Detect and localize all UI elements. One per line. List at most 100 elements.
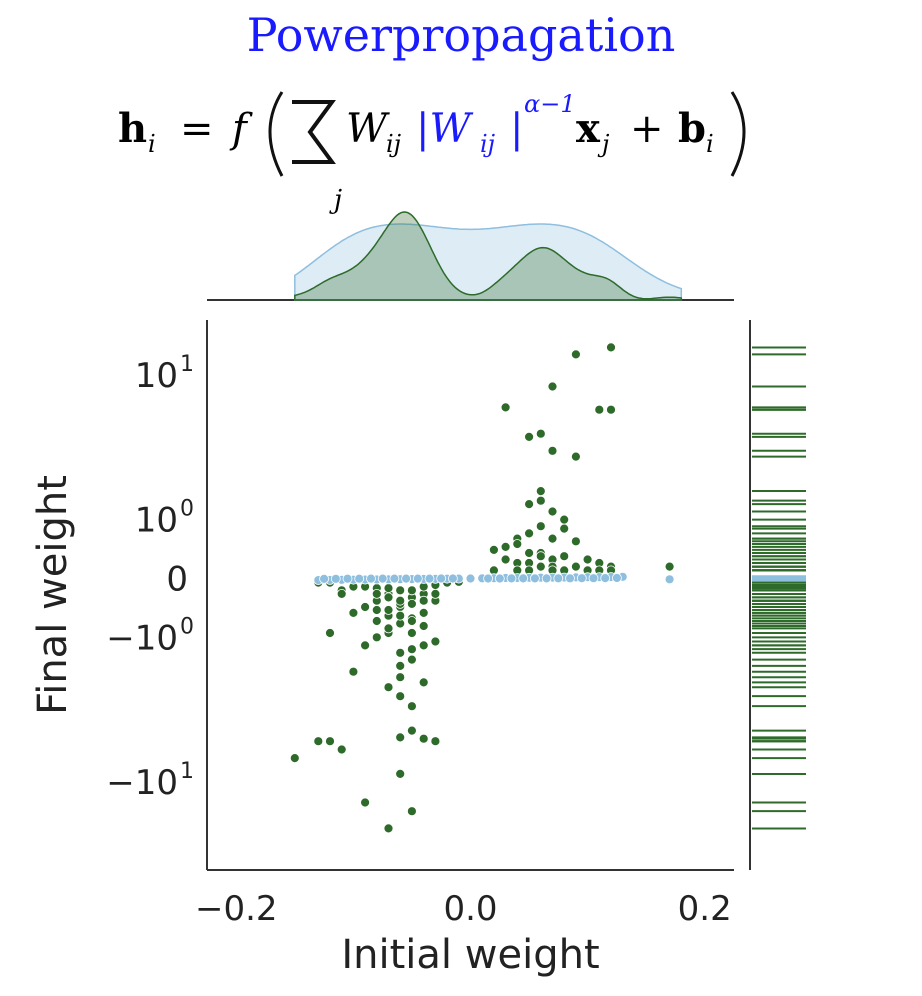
scatter-point xyxy=(664,574,675,585)
scatter-point xyxy=(336,744,347,755)
scatter-point xyxy=(436,573,447,584)
formula-equals: = xyxy=(180,106,214,152)
formula-absw: |W xyxy=(416,106,473,152)
scatter-point xyxy=(395,661,406,671)
scatter-point xyxy=(319,574,330,584)
scatter-point xyxy=(418,608,429,618)
y-axis-label: Final weight xyxy=(30,475,76,715)
scatter-point xyxy=(354,573,365,584)
scatter-point xyxy=(383,583,394,593)
formula-absw-sub: ij xyxy=(480,130,496,158)
scatter-point xyxy=(559,551,570,562)
scatter-point xyxy=(430,736,441,747)
formula-x: x xyxy=(576,105,601,152)
scatter-point xyxy=(289,753,300,763)
scatter-point xyxy=(535,486,546,497)
scatter-point xyxy=(336,589,347,599)
scatter-point xyxy=(524,528,534,539)
scatter-point xyxy=(371,589,382,599)
scatter-point xyxy=(377,573,388,584)
scatter-point xyxy=(371,632,382,643)
scatter-point xyxy=(395,769,406,779)
scatter-point xyxy=(535,428,546,439)
formula-exponent: α−1 xyxy=(524,90,576,118)
scatter-point xyxy=(571,451,581,462)
scatter-point xyxy=(600,573,611,583)
formula-w: W xyxy=(346,106,390,152)
scatter-point xyxy=(406,599,417,609)
scatter-point xyxy=(348,608,359,618)
scatter-point xyxy=(325,628,335,638)
formula-h-sub: i xyxy=(148,130,156,158)
formula-paren-left xyxy=(268,91,284,177)
scatter-point xyxy=(512,539,523,549)
scatter-point xyxy=(547,506,558,517)
scatter-point xyxy=(500,402,511,413)
scatter-point xyxy=(389,573,400,584)
scatter-point xyxy=(366,573,376,584)
scatter-point xyxy=(559,523,570,534)
formula-plus: + xyxy=(630,106,664,152)
scatter-point xyxy=(535,561,546,572)
scatter-point xyxy=(535,495,546,506)
y-tick-label: 10 xyxy=(135,356,178,396)
scatter-point xyxy=(606,342,616,353)
formula-h: h xyxy=(118,105,147,152)
formula-paren-right xyxy=(730,91,746,177)
scatter-point xyxy=(547,533,558,544)
scatter-point xyxy=(371,616,382,626)
scatter-point xyxy=(406,654,417,665)
scatter-point xyxy=(418,621,429,631)
scatter-point xyxy=(383,823,394,834)
y-tick-exponent: 0 xyxy=(180,614,194,639)
scatter-point xyxy=(406,585,417,596)
y-tick-label: 10 xyxy=(135,501,178,541)
kde-curve-series-0 xyxy=(294,211,683,301)
formula-abs-close: | xyxy=(510,106,523,152)
scatter-point xyxy=(360,602,371,612)
scatter-point xyxy=(430,636,441,647)
scatter-point xyxy=(383,605,394,615)
x-tick-label: −0.2 xyxy=(195,889,278,929)
scatter-point xyxy=(418,733,429,744)
scatter-point xyxy=(330,573,341,584)
scatter-point xyxy=(612,573,622,583)
scatter-point xyxy=(395,691,406,702)
scatter-point xyxy=(406,628,417,638)
scatter-point xyxy=(371,605,382,615)
x-tick-label: 0.2 xyxy=(678,889,732,929)
y-tick-exponent: 1 xyxy=(180,352,194,377)
scatter-point xyxy=(418,595,429,606)
x-axis-label: Initial weight xyxy=(341,932,599,978)
scatter-point xyxy=(395,610,406,621)
scatter-point xyxy=(395,585,406,596)
scatter-point xyxy=(412,573,423,584)
scatter-point xyxy=(424,573,435,584)
scatter-point xyxy=(571,349,581,360)
scatter-point xyxy=(518,573,529,584)
scatter-point xyxy=(559,514,570,525)
scatter-point xyxy=(524,548,534,558)
scatter-point xyxy=(395,595,406,606)
y-tick-exponent: 1 xyxy=(180,759,194,784)
scatter-point xyxy=(582,554,593,565)
scatter-point xyxy=(465,573,476,584)
scatter-point xyxy=(360,797,371,808)
scatter-point xyxy=(406,725,417,736)
scatter-point xyxy=(418,640,429,651)
scatter-point xyxy=(553,573,564,584)
scatter-point xyxy=(406,806,417,817)
scatter-point xyxy=(535,521,546,532)
scatter-point xyxy=(576,573,587,584)
scatter-point xyxy=(401,573,412,584)
chart-title: Powerpropagation xyxy=(246,8,676,62)
y-tick-label: 0 xyxy=(166,559,188,599)
scatter-point xyxy=(348,666,359,677)
formula-b: b xyxy=(678,105,706,152)
scatter-point xyxy=(588,573,599,584)
scatter-point xyxy=(535,551,546,562)
scatter-point xyxy=(594,404,605,415)
scatter-point xyxy=(500,542,511,552)
scatter-point xyxy=(360,640,371,651)
